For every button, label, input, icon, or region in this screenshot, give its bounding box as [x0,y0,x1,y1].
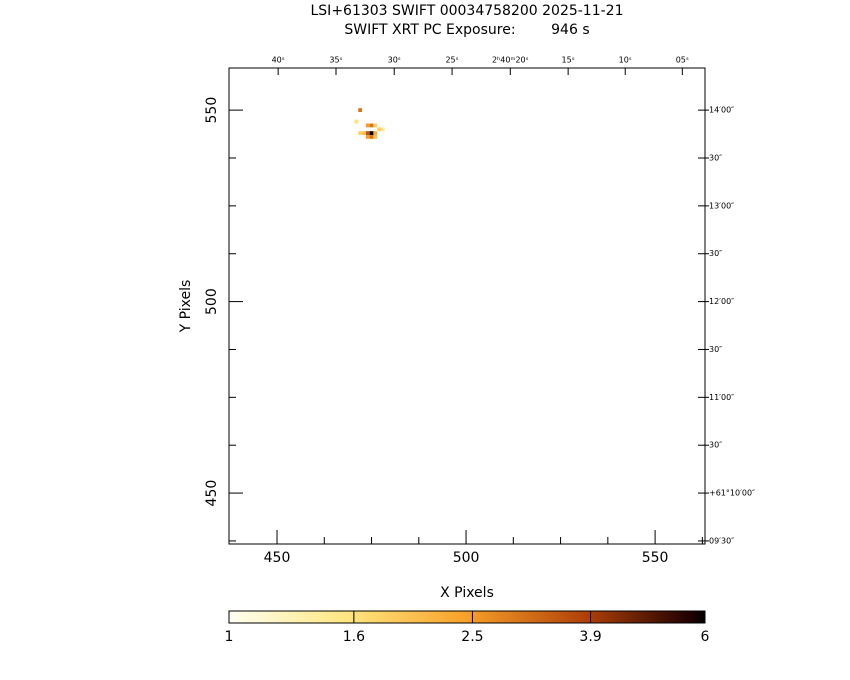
x-tick-label: 500 [453,550,480,566]
right-tick-label: 12′00″ [709,297,734,306]
top-tick-label: 30ˢ [388,56,401,65]
right-tick-label: 30″ [709,441,722,450]
right-tick-label: 14′00″ [709,106,734,115]
y-tick-label: 500 [204,288,220,315]
count-pixel [373,123,378,128]
count-pixel [358,108,363,113]
colorbar-tick-label: 6 [701,629,710,645]
colorbar-tick-label: 2.5 [461,629,483,645]
count-pixel [373,131,378,136]
count-pixel [369,123,374,128]
y-tick-label: 450 [204,480,220,507]
chart-title: LSI+61303 SWIFT 00034758200 2025-11-21 [311,3,624,19]
count-pixel [362,131,366,136]
count-pixel [358,131,363,136]
colorbar-tick-label: 3.9 [579,629,601,645]
count-pixel [354,119,359,124]
top-tick-label: 2ʰ40ᵐ20ˢ [492,56,529,65]
x-axis-label: X Pixels [440,585,494,601]
count-pixel [373,135,378,139]
right-tick-label: 30″ [709,345,722,354]
count-pixel [365,135,370,139]
y-axis-label: Y Pixels [178,280,194,334]
count-pixel [369,135,374,139]
y-tick-label: 550 [204,97,220,124]
x-tick-label: 450 [264,550,291,566]
count-pixel [369,131,374,136]
colorbar [228,610,706,624]
top-tick-label: 35ˢ [329,56,342,65]
right-tick-label: +61°10′00″ [709,489,755,498]
right-tick-label: 09′30″ [709,536,734,545]
count-pixel [365,123,370,128]
right-tick-label: 11′00″ [709,393,734,402]
plot-frame [228,67,706,545]
top-tick-label: 40ˢ [272,56,285,65]
chart-subtitle: SWIFT XRT PC Exposure: 946 s [344,22,589,38]
top-tick-label: 25ˢ [445,56,458,65]
right-tick-label: 30″ [709,153,722,162]
colorbar-tick-label: 1 [225,629,234,645]
colorbar-tick-label: 1.6 [343,629,365,645]
count-pixel [377,127,381,132]
x-tick-label: 550 [642,550,669,566]
top-tick-label: 05ˢ [676,56,689,65]
right-tick-label: 13′00″ [709,201,734,210]
top-tick-label: 15ˢ [562,56,575,65]
top-tick-label: 10ˢ [619,56,632,65]
count-pixel [365,131,370,136]
right-tick-label: 30″ [709,249,722,258]
count-pixel [380,127,385,132]
